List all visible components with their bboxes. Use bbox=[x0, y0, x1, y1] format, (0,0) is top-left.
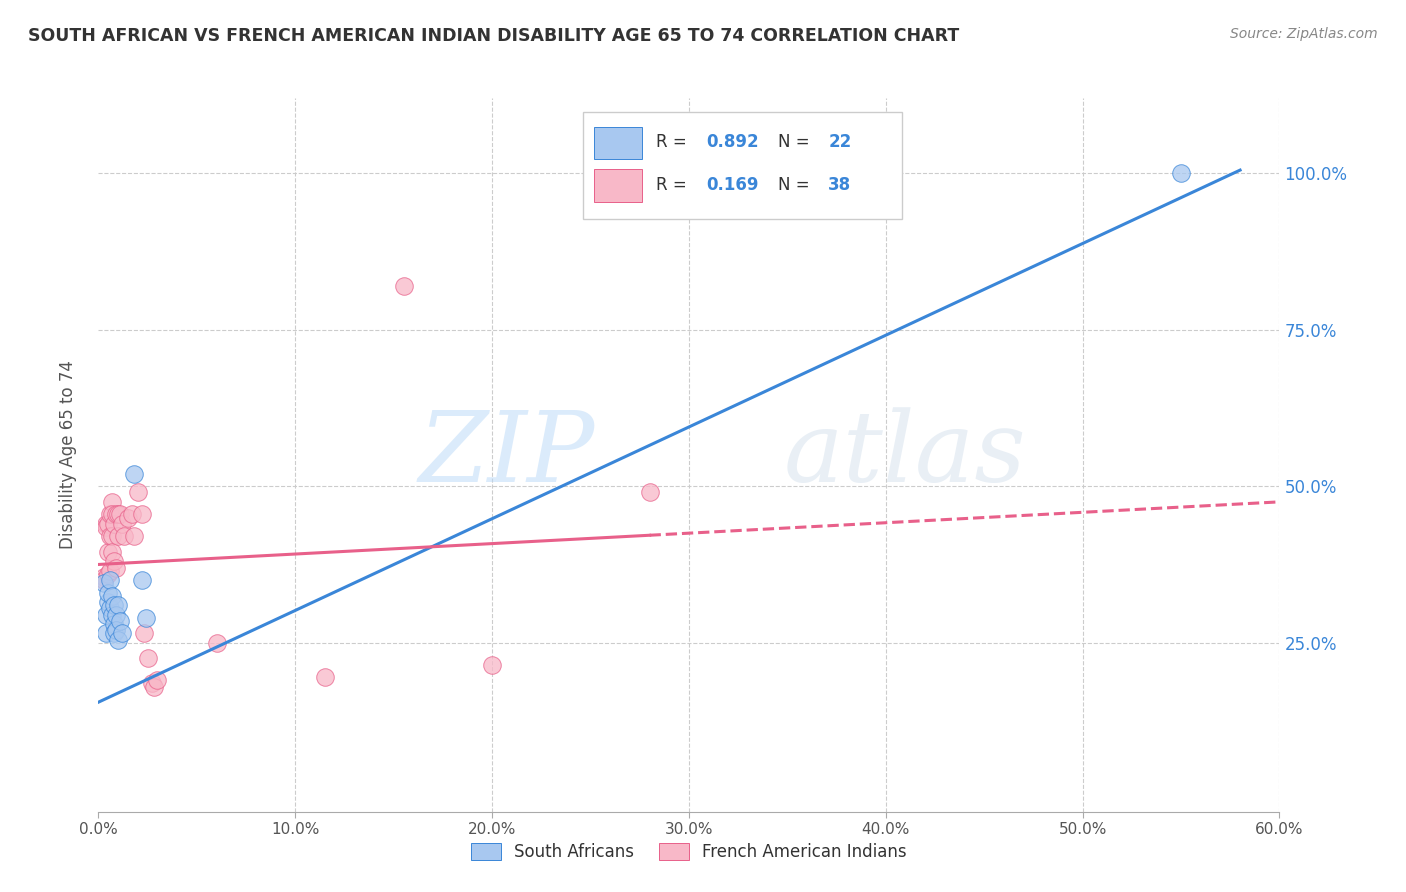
Point bbox=[131, 573, 153, 587]
Point bbox=[111, 626, 134, 640]
Point bbox=[103, 516, 125, 531]
Point bbox=[98, 508, 121, 522]
Point bbox=[107, 529, 129, 543]
Point bbox=[101, 508, 124, 522]
Point bbox=[108, 508, 131, 522]
Point bbox=[112, 529, 135, 543]
Point bbox=[107, 598, 129, 612]
Point bbox=[141, 676, 163, 690]
Point bbox=[97, 566, 120, 581]
Point bbox=[97, 585, 120, 599]
Point bbox=[107, 508, 129, 522]
Point bbox=[481, 657, 503, 672]
Text: R =: R = bbox=[655, 177, 692, 194]
Text: Source: ZipAtlas.com: Source: ZipAtlas.com bbox=[1230, 27, 1378, 41]
Point bbox=[132, 626, 155, 640]
Point bbox=[93, 576, 115, 591]
Text: R =: R = bbox=[655, 134, 692, 152]
Point bbox=[101, 607, 124, 622]
Point bbox=[101, 529, 124, 543]
Point bbox=[103, 598, 125, 612]
Point bbox=[96, 626, 118, 640]
Text: atlas: atlas bbox=[783, 408, 1026, 502]
Point bbox=[105, 607, 128, 622]
FancyBboxPatch shape bbox=[595, 127, 641, 159]
Point bbox=[314, 670, 336, 684]
Point bbox=[108, 614, 131, 628]
Point bbox=[146, 673, 169, 688]
FancyBboxPatch shape bbox=[582, 112, 901, 219]
Point bbox=[127, 485, 149, 500]
Point bbox=[105, 623, 128, 637]
Point bbox=[98, 573, 121, 587]
Point bbox=[93, 570, 115, 584]
Text: 0.169: 0.169 bbox=[707, 177, 759, 194]
Point bbox=[205, 636, 228, 650]
Text: SOUTH AFRICAN VS FRENCH AMERICAN INDIAN DISABILITY AGE 65 TO 74 CORRELATION CHAR: SOUTH AFRICAN VS FRENCH AMERICAN INDIAN … bbox=[28, 27, 959, 45]
Legend: South Africans, French American Indians: South Africans, French American Indians bbox=[464, 836, 914, 868]
Point bbox=[93, 573, 115, 587]
Point bbox=[97, 545, 120, 559]
Point bbox=[96, 516, 118, 531]
Point bbox=[111, 516, 134, 531]
Point bbox=[117, 510, 139, 524]
Point bbox=[96, 520, 118, 534]
Point bbox=[121, 508, 143, 522]
Text: N =: N = bbox=[778, 134, 814, 152]
Y-axis label: Disability Age 65 to 74: Disability Age 65 to 74 bbox=[59, 360, 77, 549]
Point bbox=[103, 554, 125, 568]
Text: N =: N = bbox=[778, 177, 814, 194]
Point bbox=[103, 626, 125, 640]
Point bbox=[105, 560, 128, 574]
Point bbox=[135, 610, 157, 624]
Point bbox=[101, 589, 124, 603]
Point bbox=[107, 632, 129, 647]
Point bbox=[98, 564, 121, 578]
Text: 22: 22 bbox=[828, 134, 852, 152]
Point bbox=[97, 595, 120, 609]
Point bbox=[638, 485, 661, 500]
Point bbox=[142, 680, 165, 694]
Point bbox=[131, 508, 153, 522]
Point bbox=[122, 467, 145, 481]
Point bbox=[97, 516, 120, 531]
Point bbox=[98, 529, 121, 543]
Point bbox=[122, 529, 145, 543]
Point bbox=[105, 508, 128, 522]
Text: ZIP: ZIP bbox=[418, 408, 595, 502]
FancyBboxPatch shape bbox=[595, 169, 641, 202]
Text: 38: 38 bbox=[828, 177, 852, 194]
Point bbox=[96, 607, 118, 622]
Point bbox=[101, 495, 124, 509]
Point bbox=[101, 545, 124, 559]
Point bbox=[392, 279, 415, 293]
Point bbox=[103, 616, 125, 631]
Point bbox=[136, 651, 159, 665]
Point bbox=[1170, 166, 1192, 180]
Point bbox=[98, 601, 121, 615]
Text: 0.892: 0.892 bbox=[707, 134, 759, 152]
